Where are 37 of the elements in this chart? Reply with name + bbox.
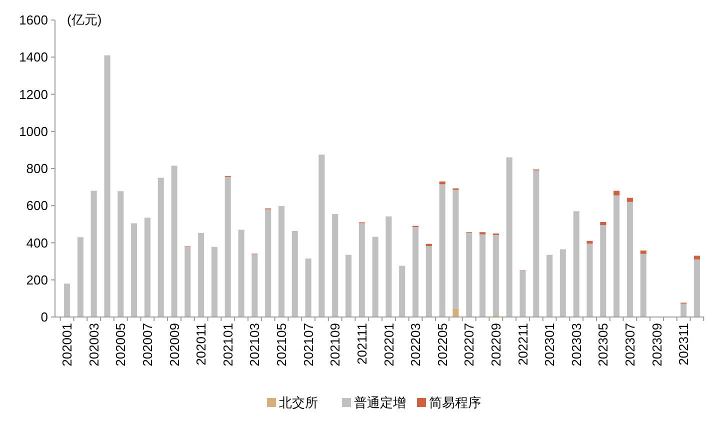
y-tick-label: 1200 — [19, 86, 48, 102]
x-tick-label: 202011 — [194, 323, 209, 366]
x-tick-label: 202201 — [381, 323, 396, 366]
legend-label: 普通定增 — [354, 395, 406, 410]
y-tick-label: 0 — [40, 310, 48, 325]
x-tick-label: 202203 — [408, 323, 424, 366]
y-tick-label: 200 — [26, 272, 48, 288]
x-tick-label: 202307 — [622, 323, 638, 366]
x-tick-label: 202111 — [354, 323, 370, 364]
y-tick-label: 600 — [26, 198, 48, 214]
y-tick-label: 1400 — [19, 50, 48, 65]
x-tick-label: 202109 — [328, 323, 343, 366]
x-tick-label: 202209 — [488, 323, 504, 366]
x-tick-label: 202311 — [676, 323, 692, 366]
y-tick-label: 1000 — [19, 124, 48, 139]
x-tick-label: 202103 — [247, 323, 262, 366]
x-tick-label: 202211 — [515, 323, 530, 366]
y-tick-label: 1600 — [19, 12, 48, 28]
x-tick-label: 202309 — [649, 323, 664, 366]
x-tick-label: 202001 — [60, 323, 75, 366]
legend-label: 北交所 — [279, 395, 318, 410]
x-tick-label: 202003 — [86, 323, 102, 366]
x-tick-label: 202105 — [274, 323, 290, 366]
x-tick-label: 202303 — [568, 323, 584, 366]
x-tick-label: 202101 — [220, 323, 236, 366]
x-tick-label: 202207 — [462, 323, 477, 366]
y-axis-title: (亿元) — [67, 12, 102, 27]
x-tick-label: 202007 — [140, 323, 156, 366]
legend-label: 简易程序 — [429, 395, 481, 410]
x-tick-label: 202005 — [113, 323, 128, 366]
x-tick-label: 202009 — [166, 323, 182, 366]
x-tick-label: 202301 — [542, 323, 558, 366]
x-tick-label: 202205 — [434, 323, 450, 366]
x-tick-label: 202107 — [300, 323, 316, 366]
y-tick-label: 800 — [26, 161, 48, 176]
x-tick-label: 202305 — [596, 323, 611, 366]
y-tick-label: 400 — [26, 235, 48, 250]
